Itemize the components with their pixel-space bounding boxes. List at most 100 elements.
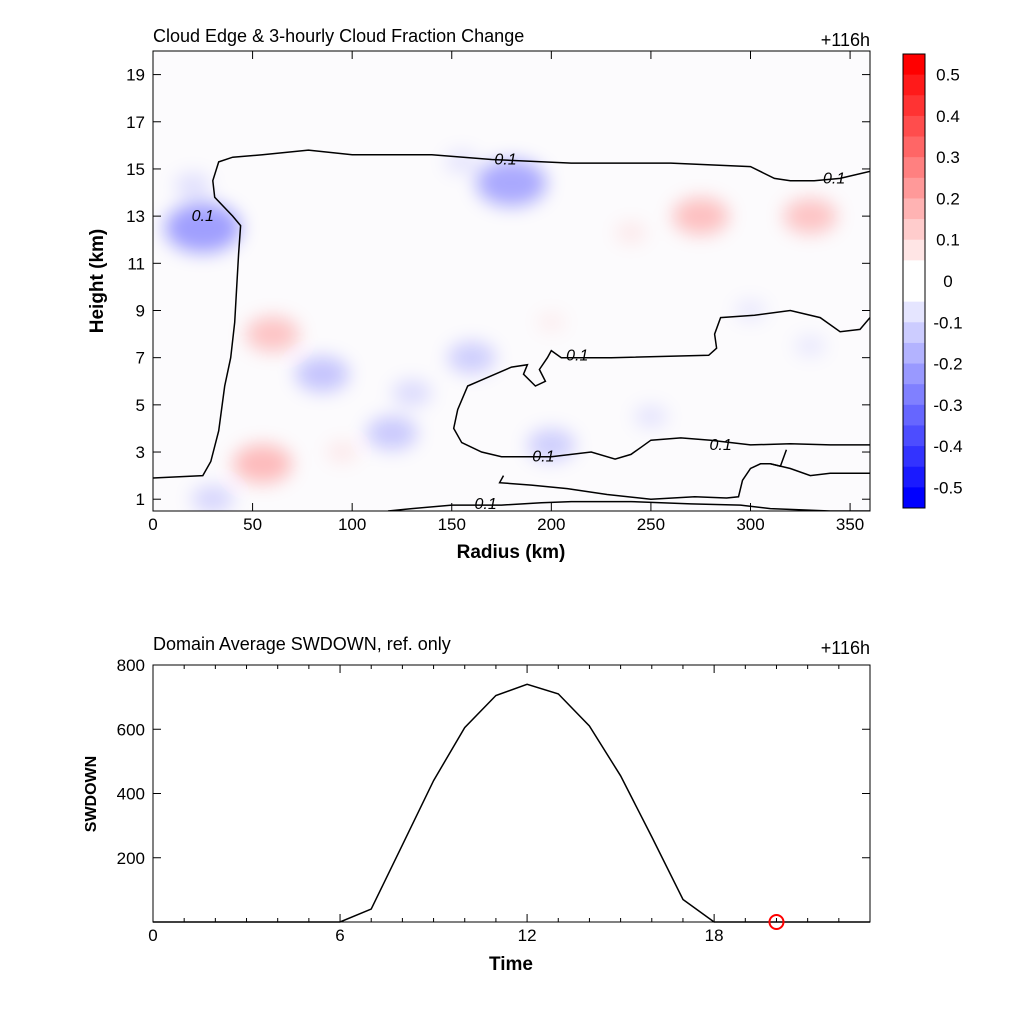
y-tick-label: 7 — [136, 349, 145, 368]
top-panel-title: Cloud Edge & 3-hourly Cloud Fraction Cha… — [153, 26, 524, 46]
colorbar-swatch — [903, 404, 925, 426]
colorbar-swatch — [903, 95, 925, 117]
time-tick-label: 18 — [705, 926, 724, 945]
colorbar-label: 0.1 — [936, 231, 960, 250]
colorbar-label: -0.5 — [933, 478, 962, 497]
colorbar-swatch — [903, 425, 925, 447]
colorbar-swatch — [903, 157, 925, 179]
colorbar-swatch — [903, 198, 925, 220]
time-tick-label: 12 — [518, 926, 537, 945]
x-tick-label: 100 — [338, 515, 366, 534]
contour-line-2 — [498, 463, 870, 500]
swdown-tick-label: 600 — [117, 720, 145, 739]
contour-label: 0.1 — [474, 496, 496, 513]
anomaly-blob-10 — [392, 379, 432, 407]
x-tick-label: 350 — [836, 515, 864, 534]
top-panel-time-tag: +116h — [821, 30, 870, 50]
current-time-marker — [768, 914, 785, 930]
bottom-x-axis-label: Time — [489, 954, 533, 975]
colorbar-swatch — [903, 54, 925, 76]
colorbar-label: -0.2 — [933, 355, 962, 374]
colorbar-frame — [902, 53, 926, 509]
swdown-series — [153, 683, 870, 930]
y-tick-label: 17 — [126, 113, 145, 132]
colorbar-label: 0.5 — [936, 66, 960, 85]
top-x-axis-ticks: 0 50 100 150 200 250 300 350 — [148, 51, 864, 534]
anomaly-blob-5 — [783, 198, 838, 234]
anomaly-blob-13 — [527, 428, 576, 461]
anomaly-blob-1 — [174, 173, 212, 198]
colorbar-swatch — [903, 384, 925, 406]
y-tick-label: 15 — [126, 160, 145, 179]
colorbar: 0.5 0.4 0.3 0.2 0.1 0 -0.1 -0.2 -0.3 -0.4 -0.5 — [902, 53, 963, 509]
y-tick-label: 5 — [136, 396, 145, 415]
anomaly-blob-16 — [191, 485, 234, 511]
colorbar-swatch — [903, 466, 925, 488]
anomaly-blob-18 — [537, 312, 566, 332]
y-tick-label: 1 — [136, 490, 145, 509]
colorbar-label: -0.3 — [933, 396, 962, 415]
anomaly-blob-2 — [476, 159, 547, 207]
heatmap-field — [164, 150, 838, 511]
bottom-y-axis-ticks: 200 400 600 800 — [117, 656, 870, 868]
bottom-y-axis-label: SWDOWN — [83, 756, 100, 832]
colorbar-swatch — [903, 487, 925, 509]
colorbar-swatch — [903, 136, 925, 158]
anomaly-blob-19 — [734, 299, 767, 322]
swdown-panel: Domain Average SWDOWN, ref. only +116h 0… — [83, 634, 871, 975]
y-tick-label: 19 — [126, 66, 145, 85]
x-tick-label: 50 — [243, 515, 262, 534]
time-tick-label: 0 — [148, 926, 157, 945]
colorbar-label: 0.3 — [936, 148, 960, 167]
anomaly-blob-11 — [366, 416, 418, 451]
anomaly-blob-8 — [232, 444, 293, 484]
colorbar-label: 0 — [943, 272, 952, 291]
x-tick-label: 0 — [148, 515, 157, 534]
cloud-fraction-panel: Cloud Edge & 3-hourly Cloud Fraction Cha… — [87, 26, 963, 563]
contour-label: 0.1 — [532, 449, 554, 466]
time-tick-label: 6 — [335, 926, 344, 945]
contour-line-1 — [452, 309, 870, 460]
anomaly-blob-15 — [326, 441, 358, 463]
colorbar-swatch — [903, 342, 925, 364]
bottom-panel-time-tag: +116h — [821, 638, 870, 658]
colorbar-swatch — [903, 219, 925, 241]
colorbar-label: 0.4 — [936, 107, 960, 126]
colorbar-swatch — [903, 446, 925, 468]
anomaly-blob-17 — [794, 335, 826, 357]
colorbar-swatch — [903, 322, 925, 344]
colorbar-label: -0.1 — [933, 313, 962, 332]
anomaly-blob-0 — [164, 202, 241, 253]
y-tick-label: 11 — [127, 254, 145, 273]
contour-line-3 — [770, 449, 788, 468]
colorbar-swatch — [903, 177, 925, 199]
colorbar-swatch — [903, 363, 925, 385]
anomaly-blob-12 — [447, 341, 496, 374]
bottom-x-axis-ticks: 0 6 12 18 — [148, 665, 871, 945]
swdown-tick-label: 400 — [117, 785, 145, 804]
anomaly-blob-14 — [633, 405, 668, 429]
anomaly-blob-7 — [245, 316, 300, 352]
heatmap-background — [153, 51, 870, 511]
anomaly-blob-4 — [672, 197, 729, 235]
x-tick-label: 250 — [637, 515, 665, 534]
colorbar-swatch — [903, 74, 925, 96]
swdown-tick-label: 800 — [117, 656, 145, 675]
colorbar-label: -0.4 — [933, 437, 962, 456]
contour-label: 0.1 — [566, 347, 588, 364]
colorbar-label: 0.2 — [936, 189, 960, 208]
contour-lines — [153, 149, 870, 511]
bottom-plot-frame — [152, 664, 871, 923]
y-tick-label: 9 — [136, 301, 145, 320]
contour-line-4 — [387, 500, 870, 511]
contour-line-0 — [153, 149, 870, 479]
anomaly-blob-3 — [444, 150, 479, 174]
swdown-tick-label: 200 — [117, 849, 145, 868]
y-tick-label: 13 — [126, 207, 145, 226]
colorbar-swatch — [903, 301, 925, 323]
anomaly-blob-6 — [615, 222, 647, 244]
bottom-panel-title: Domain Average SWDOWN, ref. only — [153, 634, 451, 654]
colorbar-swatch — [903, 260, 925, 282]
